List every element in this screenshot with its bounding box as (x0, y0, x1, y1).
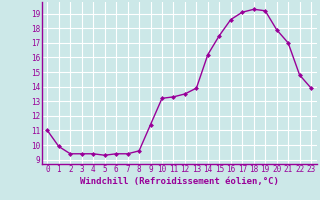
X-axis label: Windchill (Refroidissement éolien,°C): Windchill (Refroidissement éolien,°C) (80, 177, 279, 186)
